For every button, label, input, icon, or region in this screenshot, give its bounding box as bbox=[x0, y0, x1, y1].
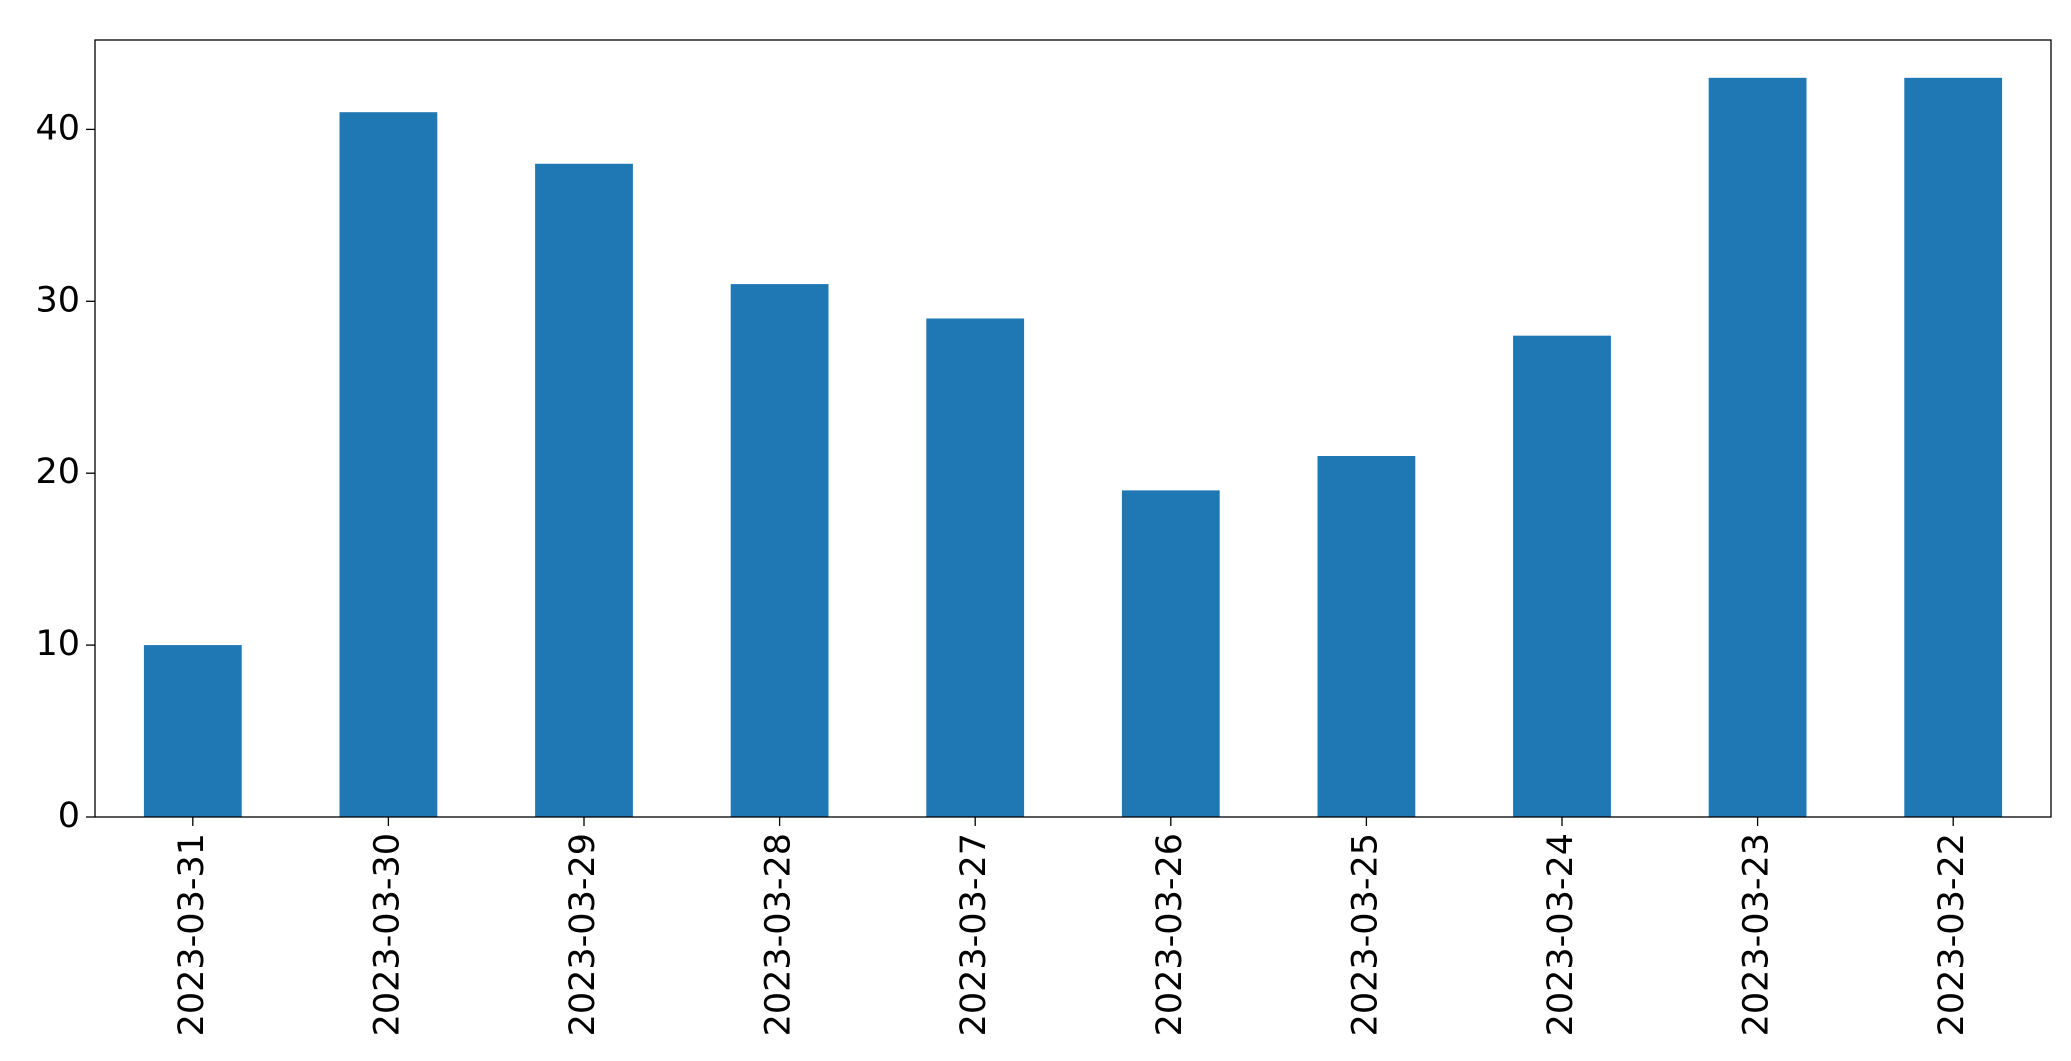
bar bbox=[926, 318, 1025, 817]
x-tick-label: 2023-03-24 bbox=[1541, 833, 1581, 1036]
y-tick-label: 20 bbox=[35, 452, 80, 492]
bar bbox=[535, 163, 633, 818]
bar bbox=[1904, 77, 2003, 817]
x-tick-label: 2023-03-23 bbox=[1737, 833, 1777, 1036]
bar bbox=[1121, 490, 1220, 817]
bar bbox=[730, 284, 829, 817]
x-tick-label: 2023-03-22 bbox=[1932, 833, 1972, 1036]
x-tick-label: 2023-03-27 bbox=[954, 833, 994, 1036]
x-tick-label: 2023-03-28 bbox=[759, 833, 799, 1036]
x-tick-label: 2023-03-30 bbox=[367, 833, 407, 1036]
bar bbox=[339, 112, 438, 818]
x-tick-label: 2023-03-25 bbox=[1345, 833, 1385, 1036]
y-tick-label: 0 bbox=[58, 796, 80, 836]
x-tick-label: 2023-03-31 bbox=[172, 833, 212, 1036]
bar bbox=[143, 645, 242, 817]
y-tick-label: 40 bbox=[35, 108, 80, 148]
bar bbox=[1708, 77, 1807, 817]
plot-frame bbox=[94, 39, 2052, 818]
x-tick-label: 2023-03-26 bbox=[1150, 833, 1190, 1036]
bar bbox=[1513, 335, 1611, 817]
bar bbox=[1317, 456, 1416, 817]
y-tick-label: 10 bbox=[35, 624, 80, 664]
x-tick-label: 2023-03-29 bbox=[563, 833, 603, 1036]
y-tick-label: 30 bbox=[35, 280, 80, 320]
